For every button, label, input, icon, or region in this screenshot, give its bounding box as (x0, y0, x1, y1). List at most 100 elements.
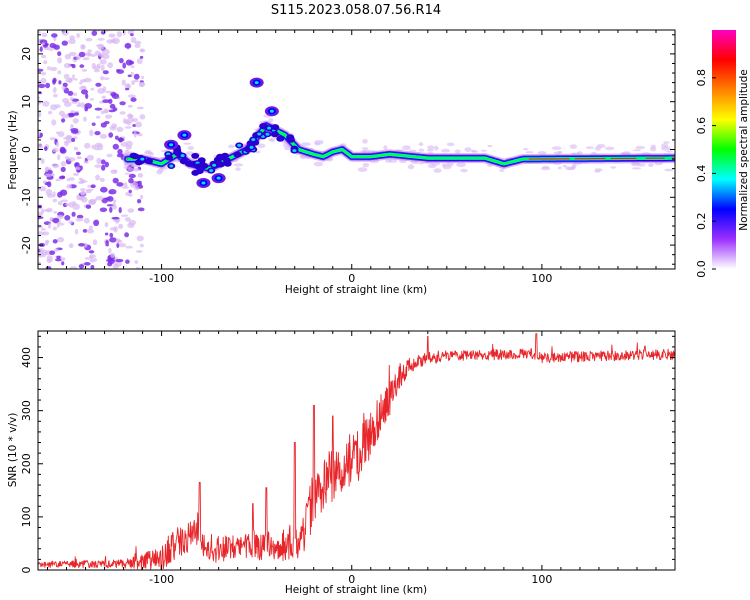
spectrogram-noise-dot (121, 79, 126, 86)
spectrogram-noise-dot (54, 104, 61, 109)
spectrogram-noise-dot (100, 64, 105, 71)
spectrogram-x-tick-label: 0 (348, 272, 355, 285)
spectrogram-halo-dot (357, 167, 368, 172)
spectrogram-noise-dot (84, 242, 88, 248)
spectrogram-ridge-layer (126, 125, 675, 170)
spectrogram-noise-dot (60, 257, 66, 261)
spectrogram-noise-dot (81, 69, 88, 72)
spectrogram-noise-dot (136, 250, 143, 253)
spectrogram-noise-dot (130, 71, 134, 77)
spectrogram-noise-dot (72, 203, 80, 210)
colorbar-tick-label: 0.2 (695, 212, 708, 230)
spectrogram-noise-dot (109, 232, 114, 238)
spectrogram-noise-dot (76, 156, 82, 160)
spectrogram-halo-dot (460, 168, 468, 173)
spectrogram-noise-dot (39, 46, 43, 52)
spectrogram-blob-core (180, 154, 185, 158)
spectrogram-island-core (201, 181, 206, 185)
spectrogram-noise-dot (116, 31, 123, 38)
spectrogram-blob (165, 154, 173, 161)
snr-y-tick-labels: 0 100 200 300 400 (20, 347, 33, 573)
spectrogram-noise-dot (133, 79, 139, 83)
spectrogram-island-core (182, 133, 187, 137)
spectrogram-noise-dot (57, 57, 63, 64)
spectrogram-noise-dot (50, 66, 58, 72)
spectrogram-noise-dot (99, 133, 108, 139)
spectrogram-noise-dot (75, 217, 84, 222)
spectrogram-noise-dot (127, 74, 132, 78)
spectrogram-noise-dot (134, 43, 141, 48)
spectrogram-noise-dot (64, 53, 72, 60)
spectrogram-halo-dot (557, 150, 563, 154)
spectrogram-blob (194, 163, 203, 170)
spectrogram-noise-dot (136, 58, 143, 65)
colorbar-tick-label: 0.0 (695, 260, 708, 278)
spectrogram-noise-dot (53, 210, 58, 214)
spectrogram-noise-dot (131, 80, 135, 86)
spectrogram-noise-dot (116, 153, 124, 158)
spectrogram-noise-dot (69, 35, 75, 41)
spectrogram-blob (233, 151, 242, 158)
spectrogram-halo-dot (433, 168, 442, 173)
spectrogram-noise-dot (72, 92, 78, 96)
spectrogram-blob-core (212, 163, 217, 167)
spectrogram-halo-dot (407, 164, 415, 170)
spectrogram-halo-dot (480, 149, 487, 152)
spectrogram-halo-dot (664, 168, 674, 172)
spectrogram-noise-dot (61, 40, 68, 46)
spectrogram-noise-dot (43, 60, 48, 65)
spectrogram-noise-dot (67, 112, 75, 118)
spectrogram-noise-dot (38, 30, 41, 34)
spectrogram-noise-dot (75, 151, 81, 156)
spectrogram-noise-dot (80, 188, 86, 192)
spectrogram-noise-dot (73, 146, 79, 151)
snr-content (38, 333, 675, 570)
spectrogram-noise-dot (52, 239, 58, 244)
spectrogram-noise-dot (55, 178, 61, 182)
spectrogram-noise-dot (128, 173, 136, 179)
spectrogram-noise-dot (38, 68, 44, 72)
spectrogram-noise-dot (71, 138, 76, 142)
spectrogram-noise-dot (124, 126, 132, 129)
spectrogram-noise-dot (133, 131, 137, 138)
spectrogram-noise-dot (72, 172, 80, 176)
spectrogram-noise-dot (120, 214, 129, 217)
spectrogram-noise-dot (128, 219, 137, 226)
snr-x-tick-labels: -100 0 100 (149, 573, 552, 586)
spectrogram-noise-dot (62, 97, 70, 104)
spectrogram-noise-dot (57, 191, 63, 198)
spectrogram-noise-dot (57, 237, 65, 243)
spectrogram-noise-dot (99, 59, 107, 65)
snr-y-tick-label: 400 (20, 347, 33, 368)
spectrogram-noise-dot (104, 161, 110, 168)
spectrogram-halo-dot (402, 145, 411, 151)
spectrogram-blob-core (209, 169, 214, 173)
spectrogram-noise-dot (67, 157, 76, 162)
spectrogram-noise-dot (94, 147, 100, 151)
spectrogram-noise-dot (134, 260, 139, 264)
spectrogram-noise-dot (40, 208, 45, 215)
spectrogram-noise-dot (97, 38, 105, 41)
colorbar-label: Normalized spectral amplitude (738, 69, 750, 230)
spectrogram-y-tick-labels: -20 -10 0 10 20 (20, 47, 33, 254)
spectrogram-noise-dot (41, 42, 46, 45)
spectrogram-noise-dot (49, 250, 56, 255)
spectrogram-halo-dot (565, 166, 572, 171)
spectrogram-halo-dot (427, 145, 435, 150)
spectrogram-noise-dot (112, 143, 120, 150)
spectrogram-halo-dot (233, 163, 244, 167)
snr-y-tick-label: 300 (20, 400, 33, 421)
spectrogram-noise-dot (66, 184, 72, 189)
spectrogram-halo-dot (314, 141, 321, 146)
spectrogram-noise-dot (119, 111, 126, 115)
spectrogram-noise-dot (54, 248, 59, 252)
spectrogram-y-axis-label: Frequency (Hz) (7, 110, 19, 189)
spectrogram-halo-dot (418, 148, 425, 152)
colorbar-ticks (712, 77, 716, 270)
spectrogram-noise-dot (47, 110, 53, 115)
spectrogram-blob (179, 158, 188, 165)
colorbar-tick-labels: 0.0 0.2 0.4 0.6 0.8 (695, 69, 708, 278)
spectrogram-noise-dot (122, 118, 127, 124)
